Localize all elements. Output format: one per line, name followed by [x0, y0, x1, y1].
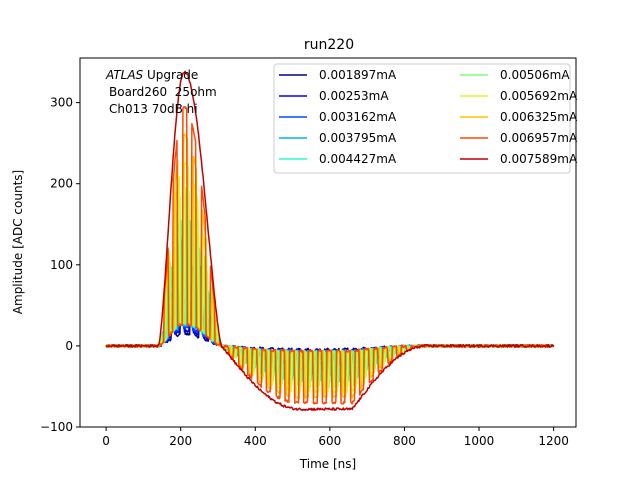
legend-frame [273, 63, 571, 174]
x-tick-label: 0 [102, 434, 110, 448]
series-layer [105, 70, 555, 412]
legend-label: 0.005692mA [500, 89, 578, 103]
series-line [105, 70, 555, 412]
x-tick-label: 1200 [538, 434, 569, 448]
x-tick-label: 800 [393, 434, 416, 448]
legend-label: 0.00253mA [319, 89, 389, 103]
legend: 0.001897mA 0.00253mA 0.003162mA 0.003795mA 0… [273, 63, 578, 174]
legend-label: 0.001897mA [319, 68, 397, 82]
x-tick-label: 600 [318, 434, 341, 448]
annotation-upgrade: Upgrade [143, 68, 198, 82]
x-tick-label: 200 [169, 434, 192, 448]
legend-label: 0.004427mA [319, 152, 397, 166]
legend-label: 0.007589mA [500, 152, 578, 166]
svg-text:ATLAS Upgrade: ATLAS Upgrade [105, 68, 198, 82]
x-tick-label: 1000 [464, 434, 495, 448]
x-tick-label: 400 [244, 434, 267, 448]
atlas-annotation: ATLAS Upgrade Board260 25ohm Ch013 70dB … [105, 68, 217, 116]
y-tick-label: 0 [65, 339, 73, 353]
y-axis-label: Amplitude [ADC counts] [11, 170, 25, 314]
y-axis: −100 0 100 200 300 [40, 96, 80, 434]
y-tick-label: −100 [40, 420, 73, 434]
legend-label: 0.006325mA [500, 110, 578, 124]
y-tick-label: 100 [50, 258, 73, 272]
y-tick-label: 300 [50, 96, 73, 110]
chart-title: run220 [304, 37, 354, 53]
x-axis: 0 200 400 600 800 1000 1200 [102, 427, 569, 448]
x-axis-label: Time [ns] [299, 457, 356, 471]
plot-frame [79, 57, 577, 428]
legend-label: 0.003795mA [319, 131, 397, 145]
legend-label: 0.00506mA [500, 68, 570, 82]
annotation-board: Board260 25ohm [109, 85, 217, 99]
annotation-atlas: ATLAS [105, 68, 144, 82]
y-tick-label: 200 [50, 177, 73, 191]
legend-label: 0.003162mA [319, 110, 397, 124]
annotation-channel: Ch013 70dB hi [109, 102, 198, 116]
legend-label: 0.006957mA [500, 131, 578, 145]
